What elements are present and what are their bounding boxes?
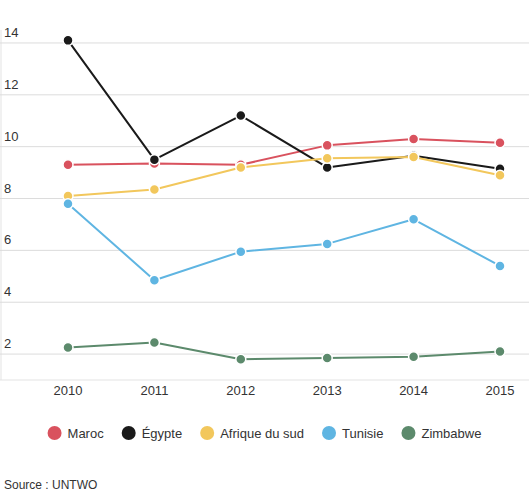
x-tick-label: 2010 (54, 383, 83, 398)
x-tick-label: 2014 (399, 383, 428, 398)
legend: Maroc Égypte Afrique du sud Tunisie Zimbabwe (48, 426, 482, 441)
chart: 2 4 6 8 10 12 14 2010 2011 2012 2013 2014 2015 Maroc É… (0, 0, 529, 495)
grid-line (0, 302, 529, 303)
series-line (68, 157, 500, 196)
y-tick-label: 14 (4, 25, 18, 40)
series-marker (149, 275, 159, 285)
series-marker (63, 35, 73, 45)
x-tick-label: 2012 (226, 383, 255, 398)
series-line (68, 40, 500, 168)
series-marker (322, 353, 332, 363)
legend-label: Égypte (142, 426, 182, 441)
grid-line (0, 198, 529, 199)
series-marker (409, 214, 419, 224)
legend-swatch (122, 426, 136, 440)
series-marker (409, 134, 419, 144)
series-marker (495, 138, 505, 148)
legend-swatch (401, 426, 415, 440)
series-marker (236, 354, 246, 364)
grid-line (0, 94, 529, 95)
series-marker (149, 184, 159, 194)
y-axis-line (1, 30, 2, 380)
series-marker (63, 160, 73, 170)
grid-line (0, 146, 529, 147)
legend-swatch (48, 426, 62, 440)
series-marker (149, 155, 159, 165)
legend-label: Maroc (68, 426, 105, 441)
series-marker (63, 199, 73, 209)
legend-label: Afrique du sud (220, 426, 304, 441)
series-marker (322, 140, 332, 150)
series-marker (495, 346, 505, 356)
x-tick-label: 2011 (140, 383, 168, 398)
series-marker (409, 352, 419, 362)
y-tick-label: 2 (4, 336, 11, 351)
series-marker (63, 343, 73, 353)
series-line (68, 204, 500, 280)
legend-label: Tunisie (342, 426, 383, 441)
series-marker (236, 162, 246, 172)
x-axis-line (0, 380, 529, 381)
series-marker (236, 247, 246, 257)
y-tick-label: 12 (4, 77, 18, 92)
y-tick-label: 8 (4, 181, 11, 196)
grid-line (0, 42, 529, 43)
legend-swatch (200, 426, 214, 440)
y-tick-label: 4 (4, 284, 11, 299)
legend-label: Zimbabwe (421, 426, 481, 441)
series-marker (322, 239, 332, 249)
legend-swatch (322, 426, 336, 440)
x-tick-label: 2013 (313, 383, 342, 398)
series-marker (236, 111, 246, 121)
source: Source : UNTWO (4, 478, 97, 492)
series-marker (495, 261, 505, 271)
series-marker (322, 153, 332, 163)
y-tick-label: 6 (4, 232, 11, 247)
series-line (68, 342, 500, 359)
series-marker (495, 170, 505, 180)
series-marker (149, 337, 159, 347)
series-marker (409, 152, 419, 162)
y-tick-label: 10 (4, 129, 18, 144)
x-tick-label: 2015 (486, 383, 515, 398)
plot-area (63, 35, 505, 364)
